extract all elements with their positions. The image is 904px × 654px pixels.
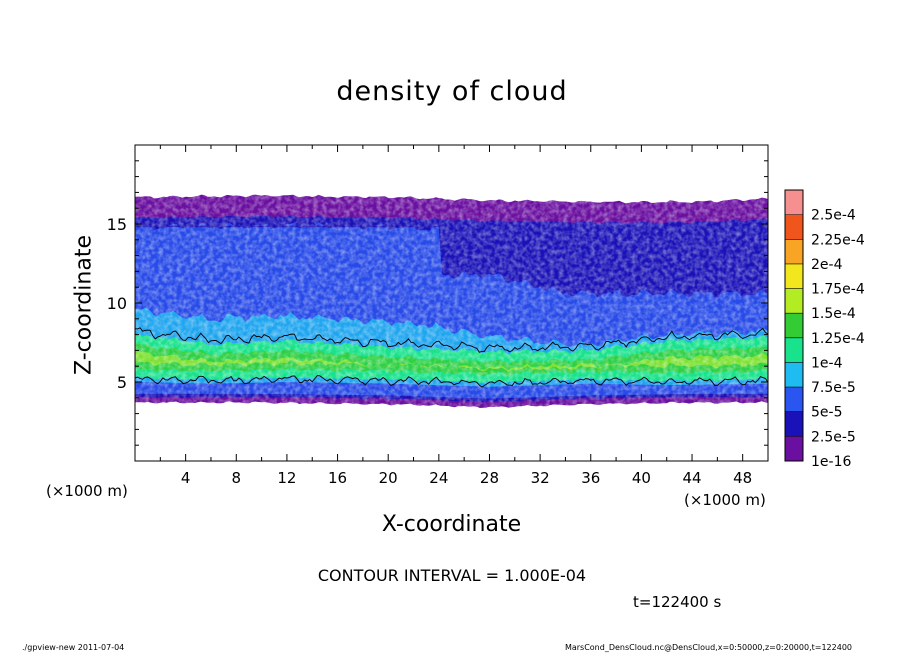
colorbar-swatch	[785, 288, 803, 314]
y-tick-label: 15	[107, 215, 127, 234]
x-tick-label: 44	[682, 469, 701, 487]
x-tick-label: 36	[581, 469, 600, 487]
y-axis-label: Z-coordinate	[71, 235, 97, 375]
y-axis: 5 10 15	[107, 160, 768, 446]
footer-command: ./gpview-new 2011-07-04	[22, 643, 125, 652]
colorbar-swatch	[785, 387, 803, 412]
y-tick-label: 5	[117, 373, 127, 392]
x-tick-label: 20	[379, 469, 398, 487]
colorbar-swatch	[785, 263, 803, 289]
x-tick-label: 24	[429, 469, 448, 487]
contour-interval-note: CONTOUR INTERVAL = 1.000E-04	[317, 566, 587, 585]
x-tick-label: 8	[232, 469, 242, 487]
colorbar-label: 5e-5	[811, 405, 842, 421]
colorbar-swatch	[785, 313, 803, 338]
chart-title: density of cloud	[336, 76, 568, 107]
x-axis: 4 8 12 16 20 24 28 32 36 40 44 48	[159, 145, 752, 487]
colorbar-label: 1.75e-4	[811, 282, 865, 298]
contour-line-upper	[135, 327, 768, 353]
colorbar-swatch	[785, 337, 803, 363]
colorbar-frame	[784, 189, 804, 462]
x-tick-label: 4	[181, 469, 191, 487]
colorbar-label: 2.5e-5	[811, 429, 856, 445]
y-tick-label: 10	[107, 294, 127, 313]
x-unit-label-left: (×1000 m)	[46, 482, 128, 500]
x-tick-label: 32	[531, 469, 550, 487]
colorbar-label: 2.5e-4	[811, 208, 856, 224]
x-tick-label: 28	[480, 469, 499, 487]
colorbar-label: 2e-4	[811, 257, 843, 273]
x-tick-label: 12	[277, 469, 296, 487]
cloud-density-field	[135, 192, 768, 409]
colorbar-label: 2.25e-4	[811, 232, 865, 248]
contour-line-lower	[135, 375, 768, 388]
x-tick-label: 48	[733, 469, 752, 487]
x-axis-label: X-coordinate	[381, 512, 522, 537]
time-stamp: t=122400 s	[633, 593, 722, 611]
colorbar-label: 1.5e-4	[811, 306, 856, 322]
colorbar-label: 1.25e-4	[811, 331, 865, 347]
colorbar-swatch	[785, 190, 803, 215]
x-tick-label: 40	[632, 469, 651, 487]
colorbar-swatch	[785, 436, 803, 461]
colorbar: 1e-16 2.5e-5 5e-5 7.5e-5 1e-4 1.25e-4 1.5e-4 1.…	[784, 189, 865, 470]
colorbar-swatch	[785, 411, 803, 437]
colorbar-label: 1e-16	[811, 454, 851, 470]
footer-source: MarsCond_DensCloud.nc@DensCloud,x=0:5000…	[564, 643, 852, 652]
x-tick-label: 16	[328, 469, 347, 487]
density-speckle-texture	[135, 192, 768, 409]
x-unit-label-right: (×1000 m)	[684, 491, 766, 509]
colorbar-swatch	[785, 362, 803, 388]
colorbar-swatch	[785, 239, 803, 264]
colorbar-swatch	[785, 214, 803, 240]
colorbar-label: 7.5e-5	[811, 380, 856, 396]
contour-lines	[135, 327, 768, 388]
colorbar-label: 1e-4	[811, 355, 843, 371]
